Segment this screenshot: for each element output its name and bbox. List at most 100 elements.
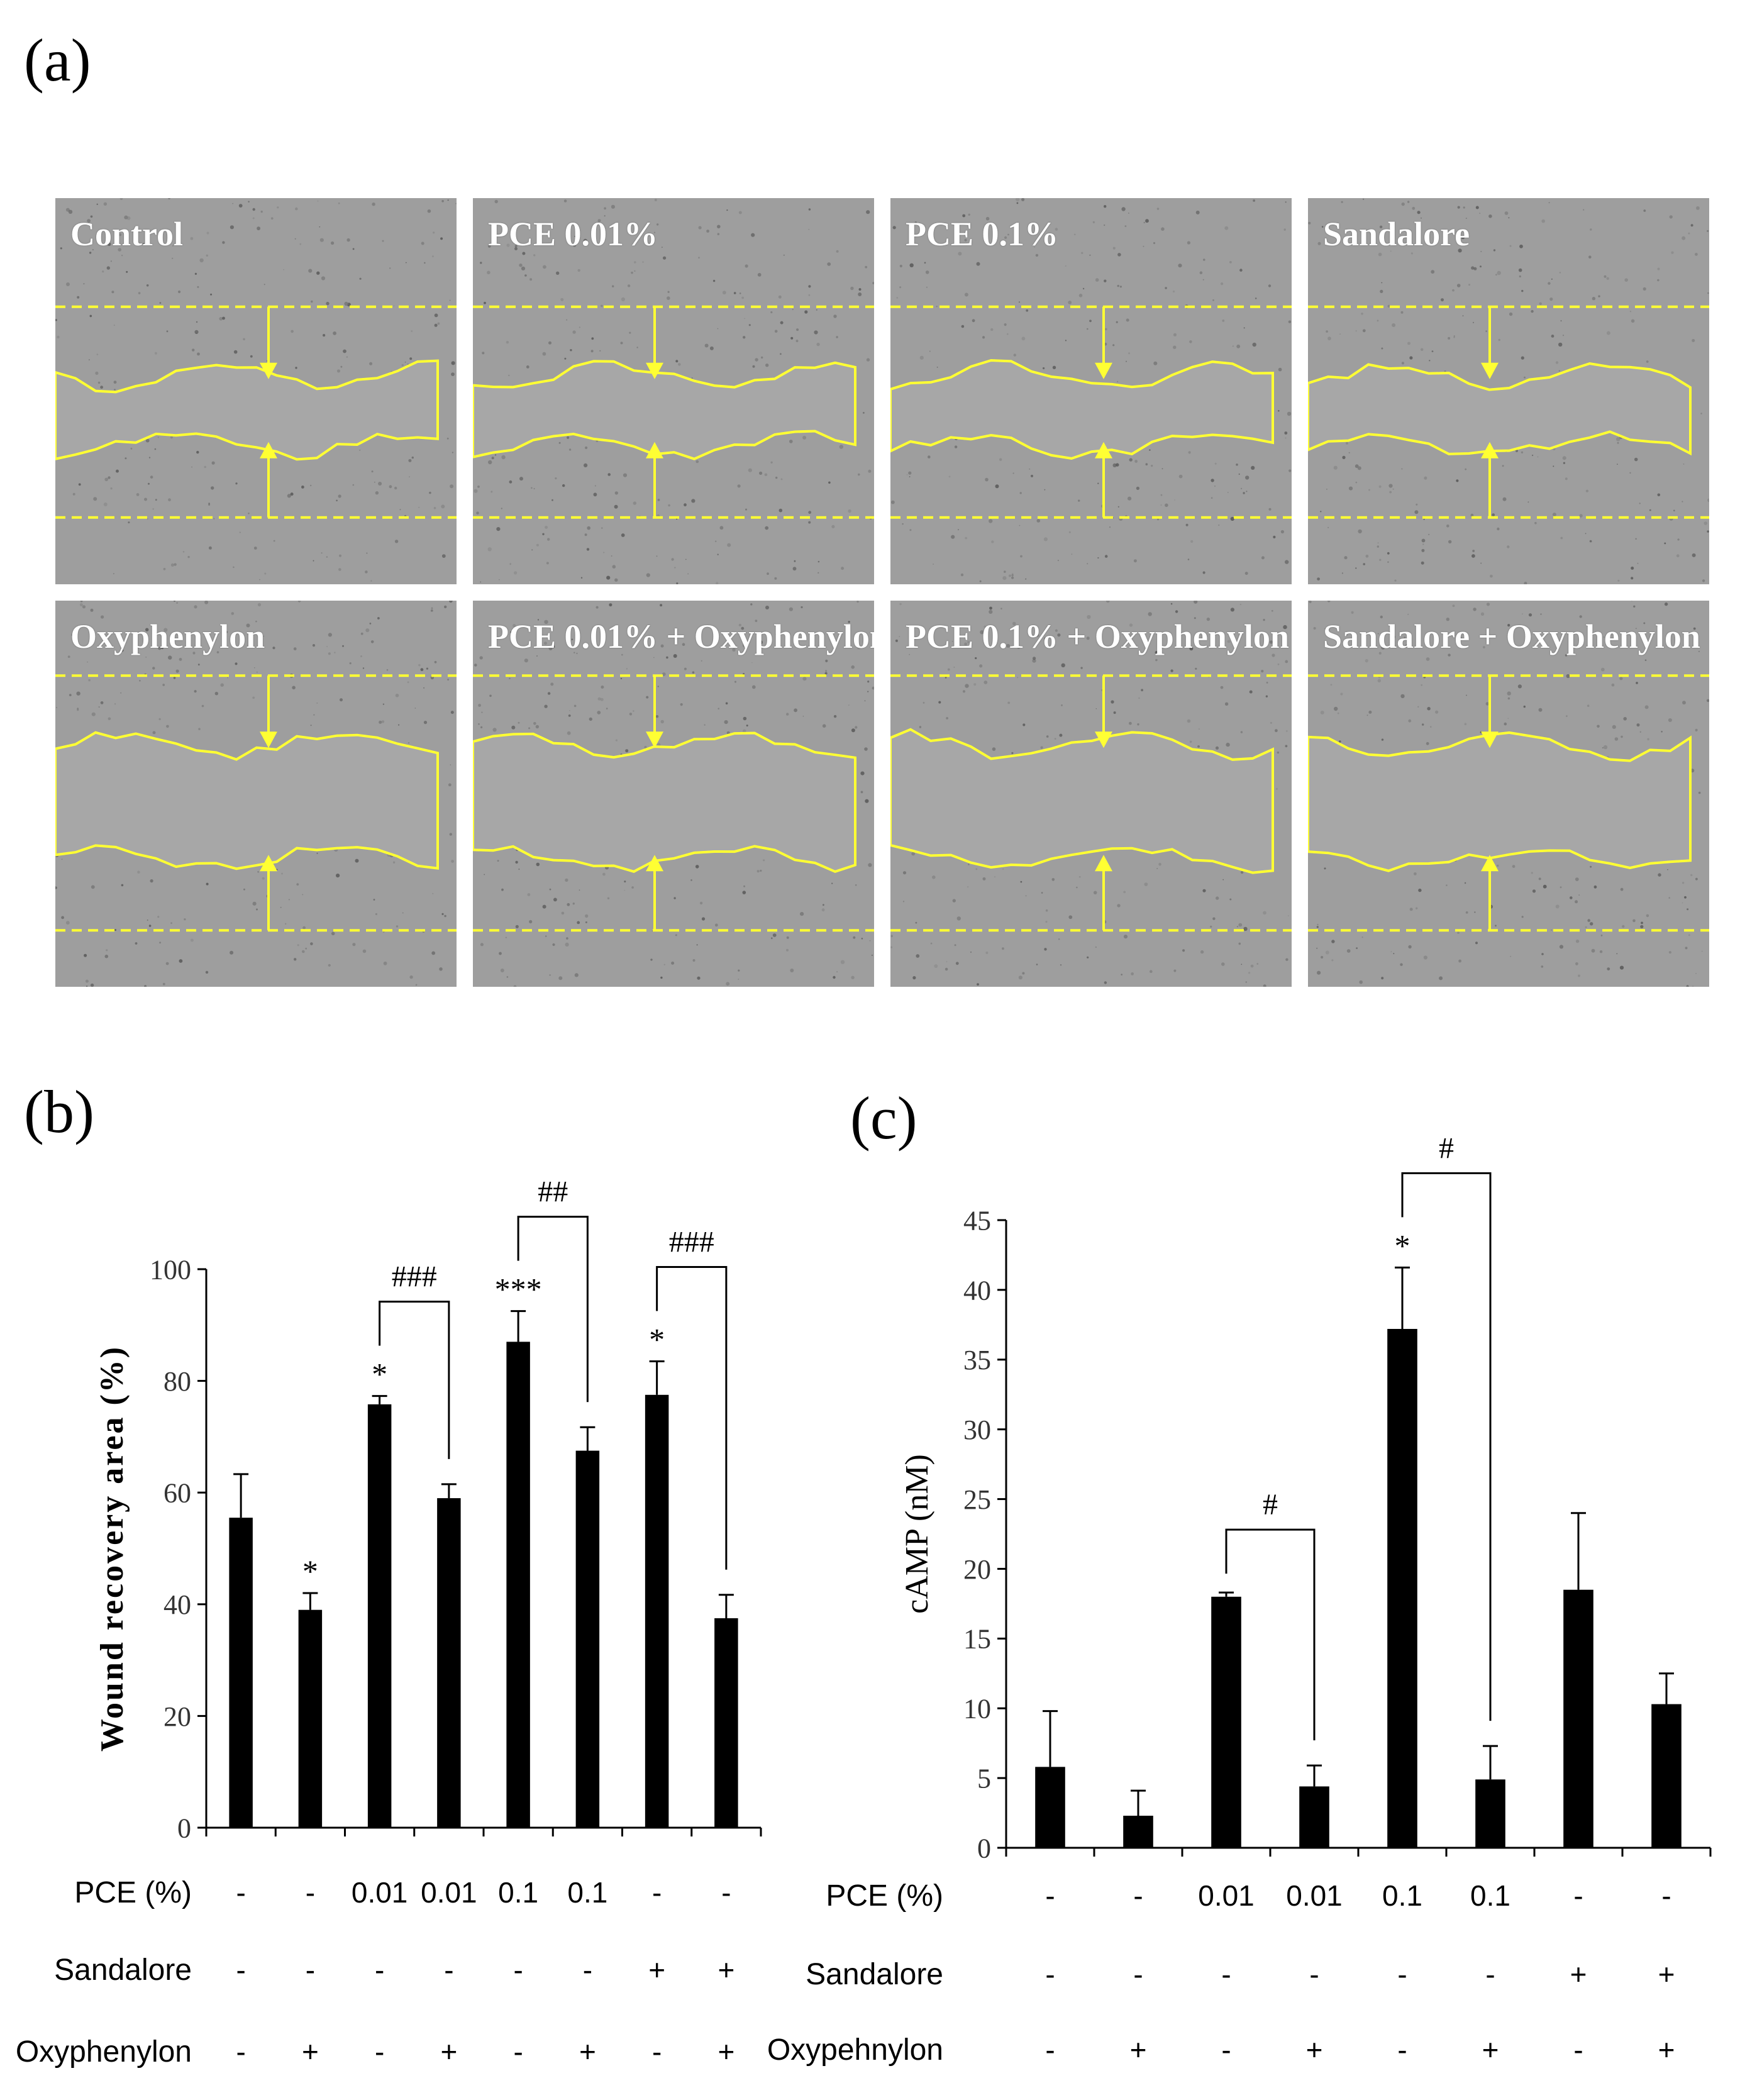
table-cell: + xyxy=(718,2035,734,2068)
wound-overlay xyxy=(473,199,874,584)
arrowhead-icon xyxy=(260,731,277,748)
arrowhead-icon xyxy=(1481,362,1499,379)
bar xyxy=(437,1498,461,1828)
table-cell: - xyxy=(513,1953,523,1986)
y-axis-label: Wound recovery area (%) xyxy=(94,1345,130,1752)
table-cell: - xyxy=(306,1876,315,1909)
bracket-label: ## xyxy=(538,1175,568,1209)
wound-outline xyxy=(1308,362,1692,456)
table-cell: - xyxy=(236,1876,245,1909)
bar xyxy=(229,1518,253,1828)
table-cell: 0.01 xyxy=(352,1876,408,1909)
micrograph-pce-01: PCE 0.1% xyxy=(890,198,1292,584)
table-cell: - xyxy=(652,2035,662,2068)
wound-outline xyxy=(473,360,856,460)
arrowhead-icon xyxy=(1095,855,1112,872)
significance-marker: * xyxy=(649,1322,665,1357)
y-tick-label: 20 xyxy=(163,1701,191,1732)
table-cell: + xyxy=(302,2035,319,2068)
arrowhead-icon xyxy=(1095,362,1112,379)
y-tick-label: 80 xyxy=(163,1366,191,1397)
table-cell: + xyxy=(718,1953,734,1986)
table-cell: + xyxy=(648,1953,665,1986)
wound-outline xyxy=(890,358,1274,460)
wound-overlay xyxy=(890,198,1292,582)
table-cell: 0.1 xyxy=(498,1876,538,1909)
table-cell: + xyxy=(579,2035,596,2068)
table-row-label: PCE (%) xyxy=(74,1876,192,1909)
micrograph-pce-001-oxyphenylon: PCE 0.01% + Oxyphenylon xyxy=(473,601,874,987)
wound-overlay xyxy=(890,601,1292,987)
wound-outline xyxy=(55,359,439,461)
arrowhead-icon xyxy=(646,855,663,872)
table-cell: - xyxy=(583,1953,592,1986)
bar xyxy=(298,1609,323,1828)
significance-marker: * xyxy=(372,1357,387,1392)
table-row-label: Oxyphenylon xyxy=(16,2035,192,2069)
wound-outline xyxy=(55,731,439,870)
table-row-label: Sandalore xyxy=(54,1953,192,1987)
bracket-label: ### xyxy=(669,1226,714,1259)
table-cell: - xyxy=(236,1953,245,1986)
bar xyxy=(367,1404,392,1828)
arrowhead-icon xyxy=(646,442,663,458)
wound-outline xyxy=(473,731,856,874)
table-cell: 0.1 xyxy=(567,1876,607,1909)
arrowhead-icon xyxy=(1481,442,1499,458)
significance-bracket xyxy=(656,1266,728,1570)
micrograph-label: Oxyphenylon xyxy=(70,618,265,655)
micrograph-label: Control xyxy=(70,215,184,253)
wound-overlay xyxy=(55,601,457,987)
micrograph-label: Sandalore xyxy=(1323,215,1470,253)
wound-overlay xyxy=(1308,601,1709,987)
table-cell: - xyxy=(444,1953,453,1986)
bar xyxy=(575,1450,600,1828)
bar xyxy=(506,1342,530,1828)
micrograph-pce-001: PCE 0.01% xyxy=(473,198,874,584)
table-cell: - xyxy=(652,1876,662,1909)
panel-label-c: (c) xyxy=(850,1084,917,1152)
micrograph-pce-01-oxyphenylon: PCE 0.1% + Oxyphenylon xyxy=(890,601,1292,987)
wound-overlay xyxy=(473,601,874,987)
micrograph-label: PCE 0.01% xyxy=(488,215,658,253)
bar xyxy=(714,1618,738,1828)
table-cell: - xyxy=(236,2035,245,2068)
wound-outline xyxy=(1308,731,1692,872)
arrowhead-icon xyxy=(260,855,277,872)
y-tick-label: 40 xyxy=(163,1589,191,1620)
micrograph-sandalore-oxyphenylon: Sandalore + Oxyphenylon xyxy=(1308,601,1709,987)
table-cell: - xyxy=(721,1876,731,1909)
table-cell: - xyxy=(375,2035,384,2068)
wound-overlay xyxy=(55,198,457,582)
wound-outline xyxy=(890,728,1274,874)
table-cell: 0.01 xyxy=(421,1876,477,1909)
arrowhead-icon xyxy=(1095,731,1112,748)
micrograph-label: PCE 0.01% + Oxyphenylon xyxy=(488,618,874,655)
significance-marker: * xyxy=(302,1553,318,1589)
arrowhead-icon xyxy=(260,442,277,458)
y-tick-label: 60 xyxy=(163,1478,191,1509)
panel-label-b: (b) xyxy=(24,1078,94,1145)
micrograph-control: Control xyxy=(55,198,457,584)
wound-overlay xyxy=(1308,198,1709,584)
micrograph-label: PCE 0.1% xyxy=(906,215,1058,253)
arrowhead-icon xyxy=(646,731,663,748)
table-cell: - xyxy=(375,1953,384,1986)
table-cell: - xyxy=(513,2035,523,2068)
micrograph-sandalore: Sandalore xyxy=(1308,198,1709,584)
arrowhead-icon xyxy=(1481,731,1499,748)
bar xyxy=(645,1394,669,1828)
arrowhead-icon xyxy=(260,362,277,379)
table-cell: + xyxy=(440,2035,457,2068)
micrograph-label: PCE 0.1% + Oxyphenylon xyxy=(906,618,1289,655)
panel-label-a: (a) xyxy=(24,26,91,94)
significance-bracket xyxy=(379,1301,450,1459)
y-tick-label: 0 xyxy=(177,1813,191,1843)
arrowhead-icon xyxy=(1095,442,1112,458)
significance-bracket xyxy=(517,1216,589,1403)
bracket-label: ### xyxy=(392,1260,437,1294)
significance-marker: *** xyxy=(495,1272,542,1307)
arrowhead-icon xyxy=(646,362,663,379)
table-cell: - xyxy=(306,1953,315,1986)
